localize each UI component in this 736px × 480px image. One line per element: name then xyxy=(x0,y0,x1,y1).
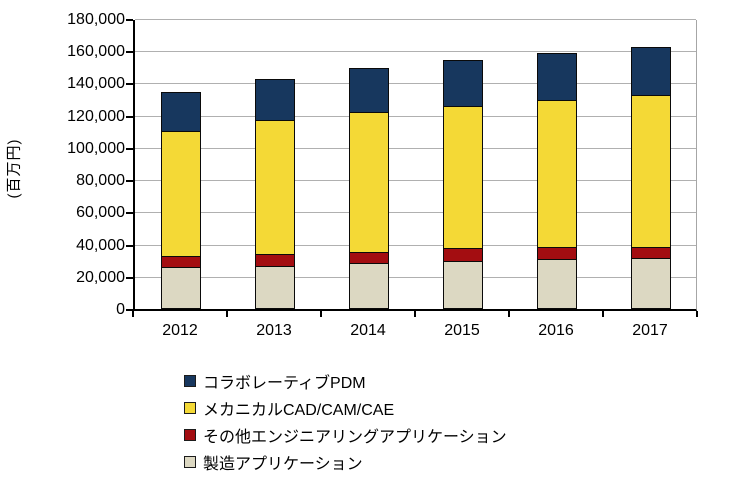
legend-swatch xyxy=(184,374,196,387)
legend-label: メカニカルCAD/CAM/CAE xyxy=(203,401,395,419)
y-axis-title: (百万円) xyxy=(5,138,23,199)
bar-segment xyxy=(537,53,577,102)
bar-2014 xyxy=(349,68,389,309)
bar-2015 xyxy=(443,60,483,309)
bar-segment xyxy=(631,258,671,309)
y-tick-mark xyxy=(126,115,133,118)
x-tick-mark xyxy=(132,311,134,317)
bar-2016 xyxy=(537,53,577,309)
y-tick-label: 20,000 xyxy=(76,268,125,286)
gridline xyxy=(135,115,696,117)
bar-segment xyxy=(255,78,295,122)
bar-segment xyxy=(443,261,483,309)
bar-2013 xyxy=(255,78,295,309)
y-tick-label: 160,000 xyxy=(67,43,125,61)
bar-segment xyxy=(349,112,389,253)
gridline xyxy=(135,244,696,246)
bar-segment xyxy=(631,46,671,97)
legend-label: コラボレーティブPDM xyxy=(203,374,366,392)
legend-item: 製造アプリケーション xyxy=(184,448,507,475)
gridline xyxy=(135,83,696,85)
legend-item: コラボレーティブPDM xyxy=(184,367,507,394)
gridline xyxy=(135,212,696,214)
gridline xyxy=(135,276,696,278)
y-tick-mark xyxy=(126,19,133,21)
gridline xyxy=(135,180,696,182)
legend-swatch xyxy=(184,428,196,441)
x-tick-mark xyxy=(602,311,604,317)
x-tick-label: 2012 xyxy=(162,322,198,339)
legend: コラボレーティブPDM メカニカルCAD/CAM/CAE その他エンジニアリングアプ… xyxy=(184,367,507,475)
bar-segment xyxy=(255,265,295,309)
x-tick-label: 2013 xyxy=(256,322,292,339)
bar-2017 xyxy=(631,46,671,309)
x-tick-mark xyxy=(696,311,698,317)
y-tick-label: 120,000 xyxy=(67,107,125,125)
bar-segment xyxy=(255,120,295,256)
y-tick-mark xyxy=(126,309,133,311)
legend-swatch xyxy=(184,401,196,414)
y-tick-mark xyxy=(126,83,133,86)
x-tick-label: 2015 xyxy=(444,322,480,339)
legend-item: その他エンジニアリングアプリケーション xyxy=(184,421,507,448)
legend-swatch xyxy=(184,455,196,468)
x-tick-mark xyxy=(414,311,416,317)
y-tick-label: 140,000 xyxy=(67,75,125,93)
bar-segment xyxy=(537,259,577,309)
legend-label: 製造アプリケーション xyxy=(203,455,363,473)
bar-2012 xyxy=(161,91,201,309)
x-tick-mark xyxy=(226,311,228,317)
bar-segment xyxy=(537,99,577,249)
y-tick-label: 180,000 xyxy=(67,11,125,28)
y-tick-mark xyxy=(126,276,133,279)
x-tick-label: 2014 xyxy=(350,322,386,339)
y-tick-mark xyxy=(126,212,133,215)
x-tick-mark xyxy=(508,311,510,317)
bar-segment xyxy=(349,68,389,114)
y-tick-label: 40,000 xyxy=(76,236,125,254)
bar-segment xyxy=(349,263,389,309)
y-tick-label: 80,000 xyxy=(76,172,125,190)
x-tick-label: 2017 xyxy=(632,322,668,339)
bar-segment xyxy=(161,130,201,258)
bar-segment xyxy=(161,91,201,132)
y-tick-mark xyxy=(126,244,133,247)
bar-segment xyxy=(631,95,671,249)
y-tick-mark xyxy=(126,147,133,150)
legend-item: メカニカルCAD/CAM/CAE xyxy=(184,394,507,421)
bar-segment xyxy=(161,267,201,309)
bar-segment xyxy=(443,105,483,250)
legend-label: その他エンジニアリングアプリケーション xyxy=(203,428,507,446)
y-tick-label: 100,000 xyxy=(67,139,125,157)
y-tick-label: 0 xyxy=(116,301,125,318)
y-tick-mark xyxy=(126,180,133,183)
x-tick-label: 2016 xyxy=(538,322,574,339)
y-tick-mark xyxy=(126,51,133,54)
bar-segment xyxy=(443,60,483,107)
y-tick-label: 60,000 xyxy=(76,204,125,222)
plot-area xyxy=(133,19,697,311)
gridline xyxy=(135,147,696,149)
x-tick-mark xyxy=(320,311,322,317)
gridline xyxy=(135,19,696,20)
gridline xyxy=(135,51,696,53)
